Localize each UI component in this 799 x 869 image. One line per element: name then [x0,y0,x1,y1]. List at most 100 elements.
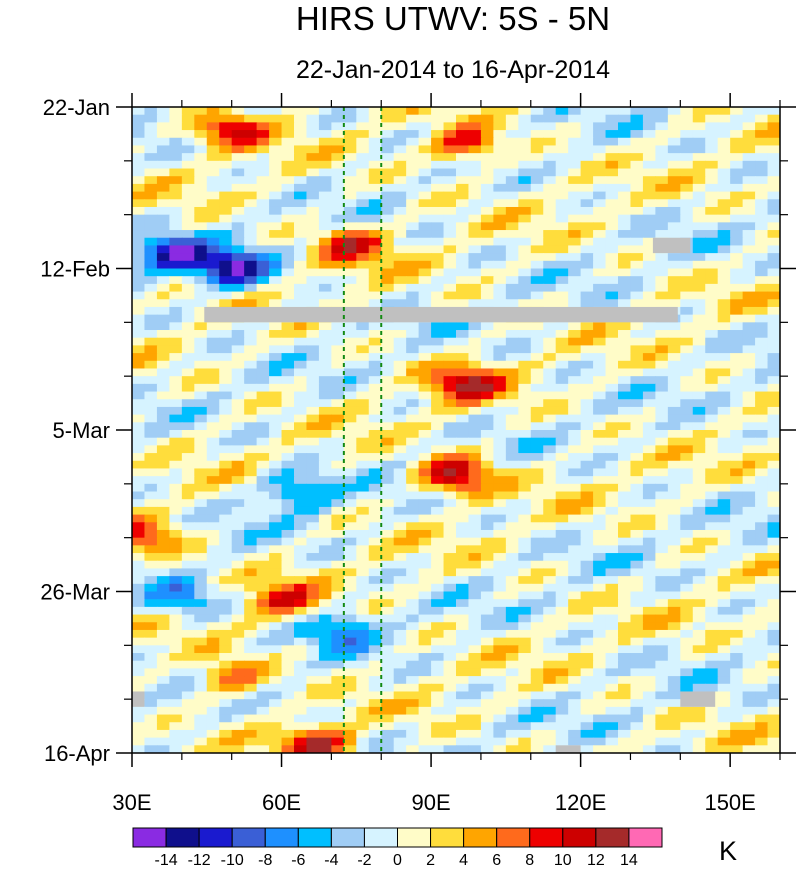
field-cell [717,606,731,616]
field-cell [231,376,245,385]
field-cell [443,722,457,731]
field-cell [393,399,407,408]
field-cell [767,191,780,200]
field-cell [705,160,719,170]
field-cell [431,183,445,193]
field-cell [755,268,769,277]
field-cell [655,276,669,285]
field-cell [543,291,557,300]
field-cell [742,276,756,285]
field-cell [755,622,769,631]
field-cell [443,160,457,170]
field-cell [381,360,395,370]
field-cell [730,437,744,446]
field-cell [543,230,557,239]
y-tick-label: 16-Apr [44,741,110,766]
field-cell [717,645,731,654]
field-cell [406,345,420,354]
field-cell [593,283,607,293]
field-cell [493,637,507,646]
field-cell [568,591,582,600]
field-cell [717,676,731,685]
field-cell [169,345,183,354]
field-cell [593,553,607,562]
field-cell [144,437,158,446]
field-cell [555,568,569,577]
field-cell [431,583,445,593]
field-cell [593,114,607,123]
field-cell [717,276,731,285]
field-cell [667,107,681,116]
field-cell [406,268,420,277]
field-cell [132,653,146,662]
field-cell [655,491,669,500]
field-cell [318,414,332,423]
field-cell [705,676,719,685]
field-cell [406,468,420,477]
field-cell [431,606,445,616]
field-cell [132,583,146,593]
field-cell [568,322,582,331]
field-cell [256,460,270,470]
field-cell [580,476,594,485]
field-cell [568,491,582,500]
field-cell [717,453,731,462]
field-cell [568,568,582,577]
field-cell [294,506,308,516]
field-cell [480,729,494,739]
field-cell [132,330,146,339]
field-cell [144,160,158,170]
field-cell [132,483,146,493]
field-cell [306,353,320,362]
field-cell [605,237,619,247]
field-cell [356,529,370,539]
field-cell [618,291,632,300]
field-cell [642,206,656,216]
field-cell [605,222,619,231]
field-cell [181,376,195,385]
field-cell [680,445,694,454]
field-cell [406,560,420,570]
field-cell [505,376,519,385]
field-cell [680,399,694,408]
field-cell [642,622,656,631]
field-cell [642,529,656,539]
field-cell [144,545,158,554]
field-cell [593,583,607,593]
field-cell [543,391,557,400]
field-cell [618,722,632,731]
field-cell [343,276,357,285]
field-cell [269,637,283,646]
field-cell [680,468,694,477]
field-cell [156,629,170,639]
field-cell [530,430,544,439]
field-cell [343,322,357,331]
field-cell [381,729,395,739]
field-cell [206,545,220,554]
field-cell [618,230,632,239]
field-cell [418,353,432,362]
field-cell [269,130,283,139]
field-cell [767,268,780,277]
field-cell [356,345,370,354]
field-cell [655,729,669,739]
field-cell [431,430,445,439]
field-cell [518,360,532,370]
field-cell [593,545,607,554]
field-cell [219,283,233,293]
field-cell [593,368,607,377]
field-cell [281,122,295,131]
field-cell [593,637,607,646]
colorbar-swatch [330,827,365,848]
field-cell [642,468,656,477]
field-cell [493,653,507,662]
field-cell [767,230,780,239]
field-cell [543,430,557,439]
field-cell [356,260,370,270]
field-cell [256,114,270,123]
field-cell [530,537,544,546]
field-cell [281,529,295,539]
field-cell [206,476,220,485]
field-cell [381,214,395,223]
field-cell [343,683,357,693]
